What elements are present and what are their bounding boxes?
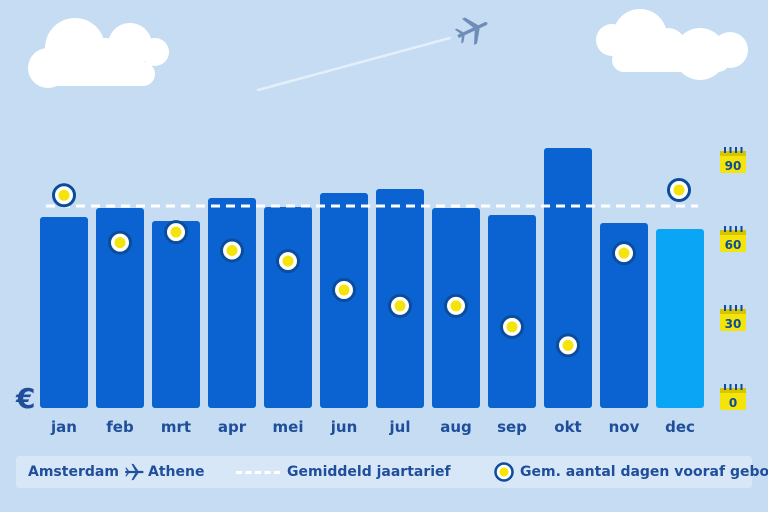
calendar-tick-icon: 90 bbox=[720, 147, 746, 173]
x-tick-label: nov bbox=[609, 418, 640, 436]
bar-apr bbox=[208, 198, 256, 408]
x-tick-label: apr bbox=[218, 418, 247, 436]
calendar-tick-icon: 0 bbox=[720, 384, 746, 410]
days-marker-okt bbox=[556, 333, 580, 358]
x-tick-label: okt bbox=[554, 418, 581, 436]
days-markers bbox=[52, 177, 691, 358]
x-tick-label: sep bbox=[497, 418, 527, 436]
bar-feb bbox=[96, 208, 144, 408]
days-marker-swatch bbox=[494, 462, 514, 482]
x-tick-label: aug bbox=[440, 418, 472, 436]
contrail bbox=[256, 36, 452, 92]
cloud-left-icon bbox=[28, 18, 169, 88]
currency-symbol: € bbox=[15, 382, 35, 415]
bar-mei bbox=[264, 207, 312, 408]
days-tick-label: 90 bbox=[725, 159, 742, 173]
average-line-swatch bbox=[236, 471, 280, 474]
x-tick-label: dec bbox=[665, 418, 695, 436]
x-tick-label: jan bbox=[50, 418, 77, 436]
x-tick-label: jul bbox=[389, 418, 411, 436]
x-tick-label: mei bbox=[273, 418, 304, 436]
x-axis-labels: jan feb mrt apr mei jun jul aug sep okt nov dec bbox=[50, 418, 695, 436]
bar-sep bbox=[488, 215, 536, 408]
calendar-tick-icon: 30 bbox=[720, 305, 746, 331]
bar-jan bbox=[40, 217, 88, 408]
days-marker-apr bbox=[220, 238, 244, 263]
days-marker-jun bbox=[332, 278, 356, 303]
legend: Amsterdam Athene Gemiddeld jaartarief Ge… bbox=[16, 456, 768, 488]
airplane-icon bbox=[125, 463, 144, 481]
days-marker-feb bbox=[108, 230, 132, 255]
x-tick-label: jun bbox=[330, 418, 358, 436]
days-marker-aug bbox=[444, 293, 468, 318]
cloud-right-icon bbox=[596, 9, 748, 80]
calendar-tick-icon: 60 bbox=[720, 226, 746, 252]
days-tick-label: 30 bbox=[725, 317, 742, 331]
bars bbox=[40, 148, 704, 408]
days-marker-label: Gem. aantal dagen vooraf geboekt bbox=[520, 464, 768, 480]
average-line-label: Gemiddeld jaartarief bbox=[287, 464, 451, 480]
bar-okt bbox=[544, 148, 592, 408]
days-tick-label: 60 bbox=[725, 238, 742, 252]
days-marker-jan bbox=[52, 183, 76, 208]
bar-nov bbox=[600, 223, 648, 408]
days-marker-dec bbox=[667, 177, 691, 202]
days-axis: 0 30 60 90 bbox=[720, 147, 746, 410]
days-marker-nov bbox=[612, 241, 636, 266]
days-marker-sep bbox=[500, 314, 524, 339]
sky-decoration bbox=[28, 9, 748, 92]
x-tick-label: feb bbox=[106, 418, 134, 436]
route-destination: Athene bbox=[148, 464, 205, 480]
bar-mrt bbox=[152, 221, 200, 408]
bar-dec bbox=[656, 229, 704, 408]
airplane-icon bbox=[454, 17, 488, 45]
route-origin: Amsterdam bbox=[28, 464, 119, 480]
days-marker-mrt bbox=[164, 220, 188, 245]
days-tick-label: 0 bbox=[729, 396, 737, 410]
days-marker-mei bbox=[276, 249, 300, 274]
days-marker-jul bbox=[388, 293, 412, 318]
x-tick-label: mrt bbox=[161, 418, 191, 436]
